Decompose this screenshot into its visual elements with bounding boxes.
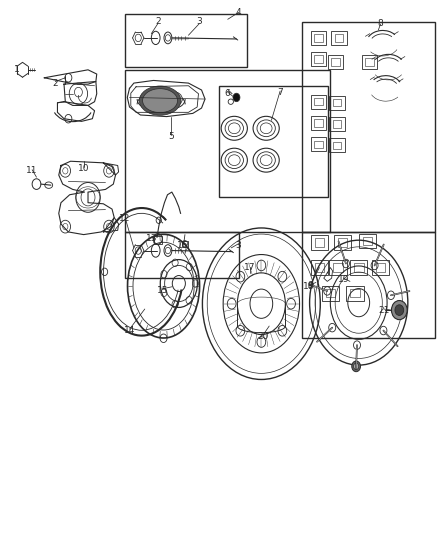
Bar (311, 260, 328, 275)
Bar (125, 14, 247, 67)
Text: 2: 2 (155, 18, 161, 27)
Bar (329, 260, 347, 275)
Text: 15: 15 (156, 286, 168, 295)
Ellipse shape (139, 86, 181, 115)
Text: 2: 2 (53, 78, 58, 87)
Bar (362, 55, 378, 69)
Text: 12: 12 (120, 214, 131, 223)
Bar (331, 31, 347, 45)
Bar (125, 232, 239, 278)
Ellipse shape (140, 92, 158, 107)
Circle shape (233, 93, 240, 102)
Bar (329, 139, 345, 152)
Bar (365, 58, 374, 66)
Bar (354, 263, 364, 272)
Bar (182, 241, 188, 247)
Text: 20: 20 (257, 332, 268, 341)
Bar (153, 236, 162, 244)
Bar (314, 119, 323, 127)
Bar (311, 235, 328, 250)
Bar (314, 238, 324, 247)
Bar (335, 34, 343, 42)
Bar (311, 31, 326, 45)
Bar (333, 263, 343, 272)
Text: 11: 11 (26, 166, 38, 175)
Bar (372, 260, 389, 275)
Text: 19: 19 (338, 274, 349, 284)
Bar (329, 117, 345, 131)
Circle shape (392, 301, 407, 320)
Bar (314, 98, 323, 106)
Text: 18: 18 (303, 282, 314, 291)
Bar (125, 70, 330, 232)
Bar (338, 238, 347, 247)
Bar (363, 237, 372, 245)
Text: 3: 3 (236, 241, 241, 250)
Bar (314, 55, 323, 63)
Bar (350, 260, 367, 275)
Circle shape (353, 363, 359, 369)
Circle shape (395, 305, 404, 316)
Bar (302, 232, 435, 338)
Text: 7: 7 (277, 87, 283, 96)
Bar (314, 141, 323, 148)
Text: 9: 9 (308, 280, 314, 289)
Bar (331, 58, 340, 66)
Text: 1: 1 (14, 66, 20, 74)
Bar (376, 263, 385, 272)
Bar (350, 289, 360, 297)
Bar (314, 34, 323, 42)
Bar (346, 286, 364, 301)
Bar (359, 233, 376, 248)
Bar (314, 263, 324, 272)
Circle shape (352, 361, 360, 372)
Text: 10: 10 (78, 164, 89, 173)
Text: 16: 16 (177, 241, 189, 250)
Bar (332, 120, 341, 128)
Text: 14: 14 (124, 326, 135, 335)
Bar (311, 95, 326, 109)
Text: 13: 13 (145, 235, 157, 244)
Bar (325, 289, 335, 297)
Text: 3: 3 (197, 18, 202, 27)
Bar (219, 86, 328, 197)
Text: 17: 17 (244, 263, 255, 272)
Bar (328, 55, 343, 69)
Text: 21: 21 (378, 305, 390, 314)
Bar (332, 99, 341, 107)
Bar (311, 138, 326, 151)
Bar (334, 235, 351, 250)
Bar (311, 52, 326, 66)
Text: 8: 8 (378, 19, 383, 28)
Bar (332, 142, 341, 149)
Text: 4: 4 (236, 8, 241, 17)
Ellipse shape (164, 92, 182, 107)
Bar (302, 22, 435, 232)
Bar (311, 116, 326, 130)
Bar (329, 96, 345, 110)
Text: 6: 6 (225, 89, 231, 98)
Ellipse shape (143, 88, 177, 112)
Bar (321, 286, 339, 301)
Text: 5: 5 (168, 132, 174, 141)
